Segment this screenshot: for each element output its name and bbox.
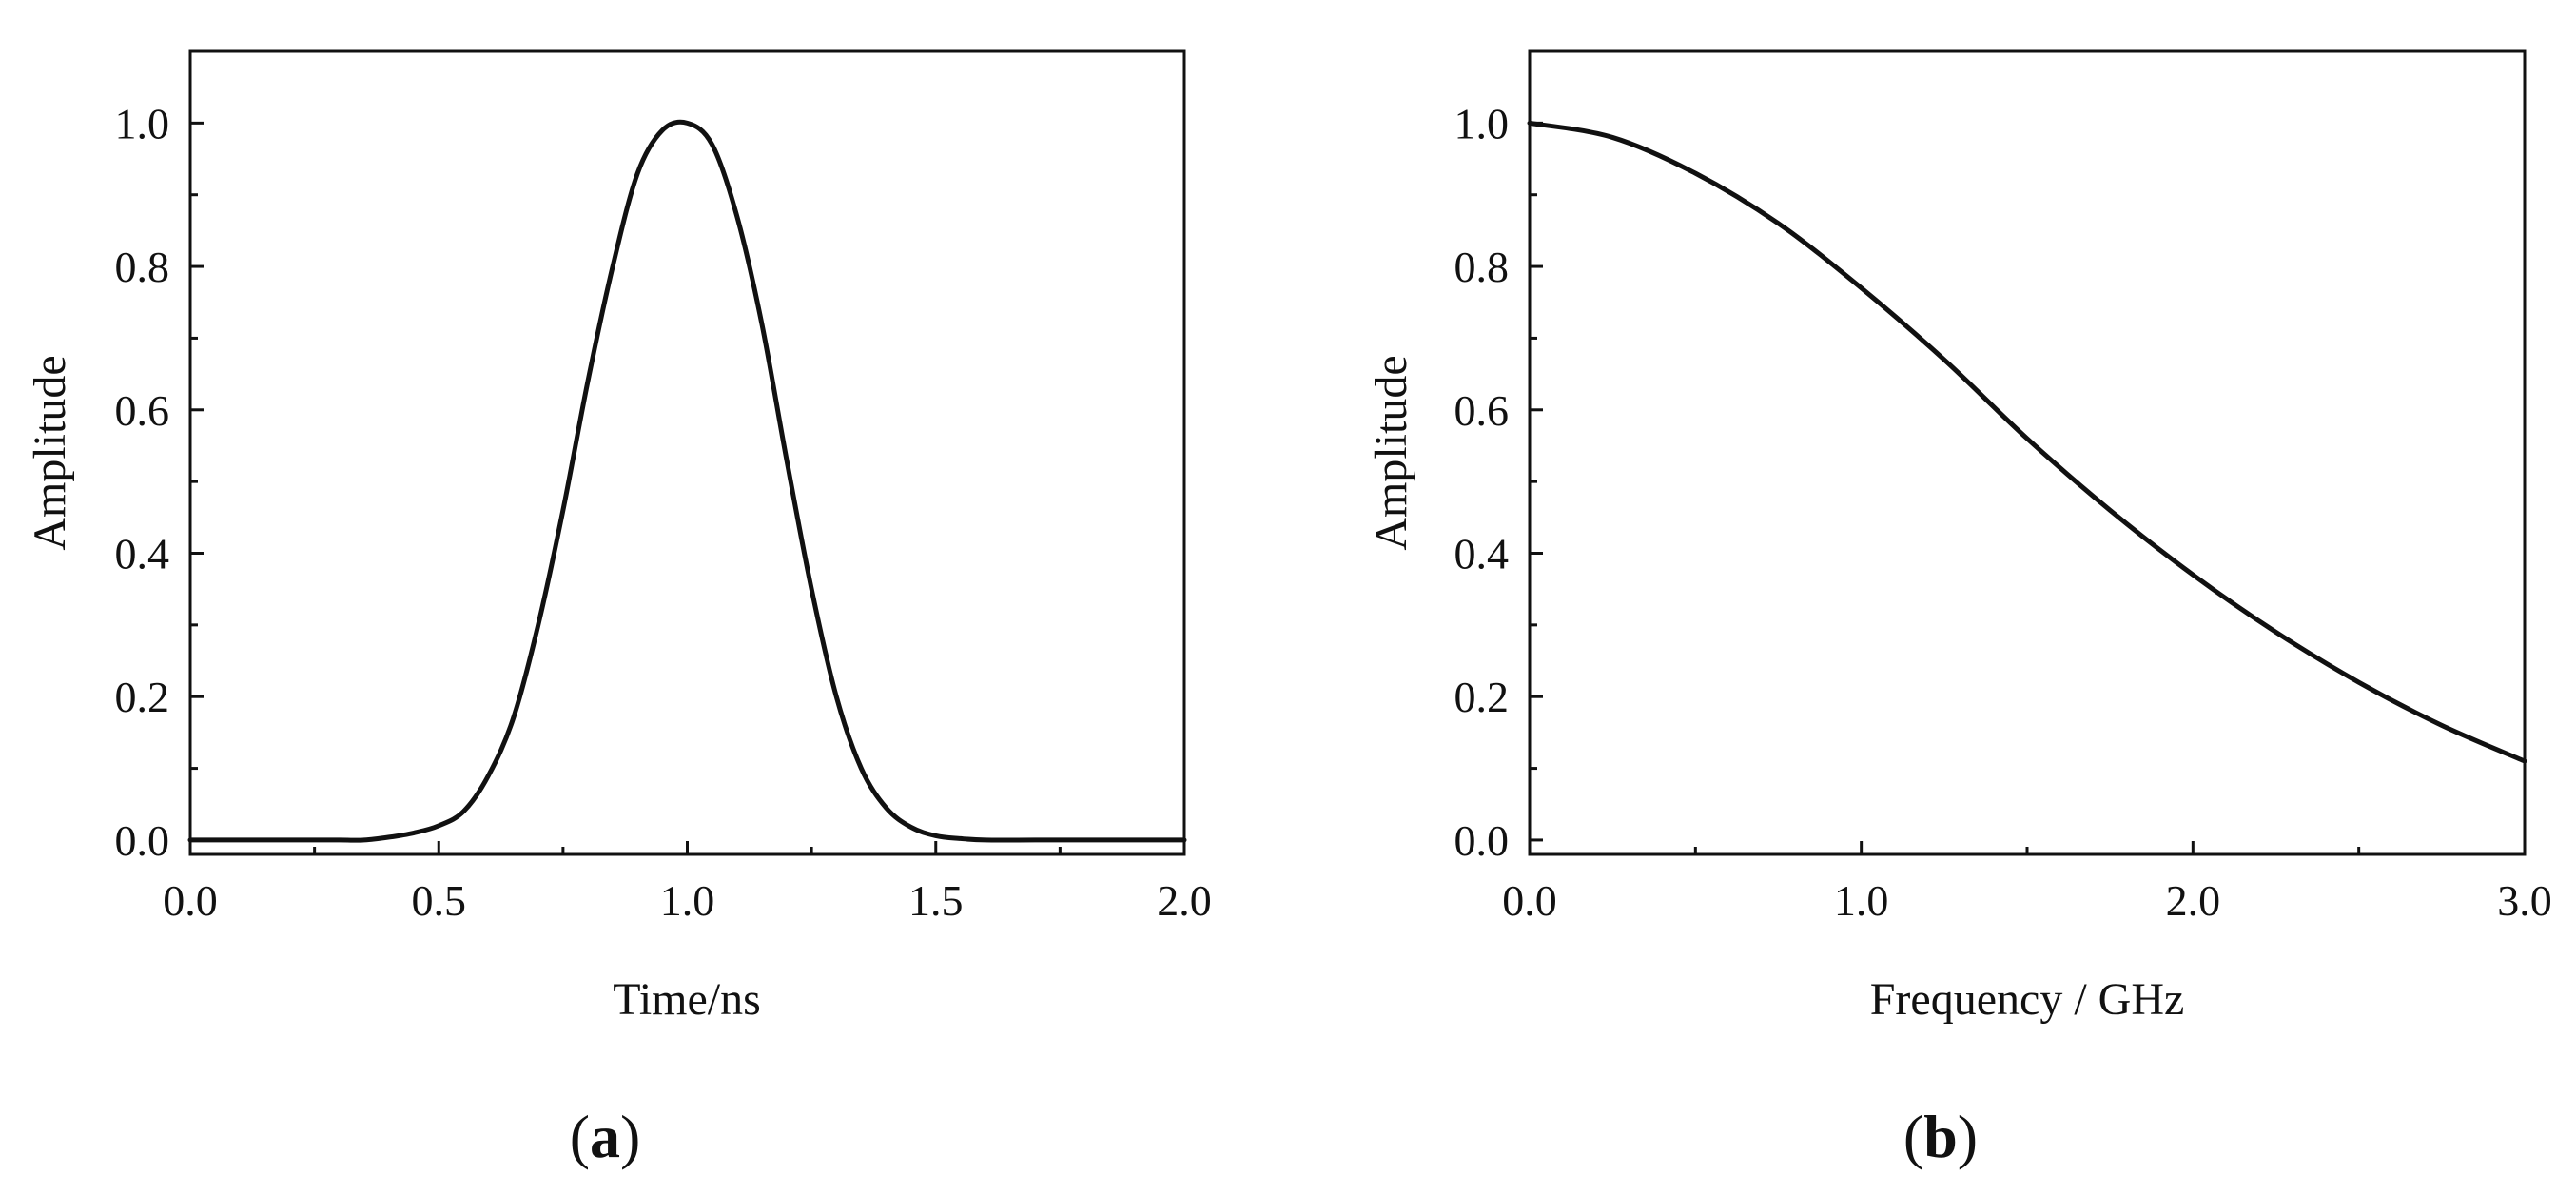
x-tick-label: 1.0 bbox=[660, 876, 715, 925]
y-tick-label: 0.2 bbox=[115, 673, 170, 721]
panel-a-y-axis-title: Amplitude bbox=[25, 355, 75, 550]
x-tick-label: 1.5 bbox=[908, 876, 964, 925]
panel-b-label-letter: b bbox=[1923, 1103, 1958, 1170]
y-tick-label: 0.8 bbox=[115, 243, 170, 291]
y-tick-label: 0.6 bbox=[1454, 386, 1510, 435]
y-tick-label: 0.4 bbox=[115, 530, 170, 578]
panel-a-series-line bbox=[187, 119, 1187, 843]
panel-a-chart: 0.0 0.5 1.0 1.5 2.0 0.0 0.2 0.4 0.6 0.8 1.0 Time/n… bbox=[25, 49, 1212, 1170]
panel-b-tick-labels: 0.0 1.0 2.0 3.0 0.0 0.2 0.4 0.6 0.8 1.0 bbox=[1454, 99, 2552, 925]
x-tick-label: 1.0 bbox=[1834, 876, 1889, 925]
y-tick-label: 0.4 bbox=[1454, 530, 1510, 578]
x-tick-label: 2.0 bbox=[1157, 876, 1212, 925]
panel-a-x-axis-title: Time/ns bbox=[613, 974, 761, 1025]
panel-b-x-axis-title: Frequency / GHz bbox=[1870, 974, 2185, 1025]
panel-a-tick-labels: 0.0 0.5 1.0 1.5 2.0 0.0 0.2 0.4 0.6 0.8 1.0 bbox=[115, 99, 1212, 925]
panel-b-y-axis-title: Amplitude bbox=[1366, 355, 1416, 550]
x-tick-label: 3.0 bbox=[2497, 876, 2552, 925]
x-tick-label: 0.0 bbox=[1502, 876, 1557, 925]
y-tick-label: 1.0 bbox=[115, 99, 170, 147]
y-tick-label: 0.6 bbox=[115, 386, 170, 435]
panel-b-plot-frame bbox=[1528, 49, 2527, 856]
y-tick-label: 0.0 bbox=[115, 816, 170, 865]
y-tick-label: 0.8 bbox=[1454, 243, 1510, 291]
y-tick-label: 0.0 bbox=[1454, 816, 1510, 865]
x-tick-label: 0.0 bbox=[163, 876, 218, 925]
x-tick-label: 2.0 bbox=[2166, 876, 2221, 925]
panel-a-plot-frame bbox=[188, 49, 1186, 856]
y-tick-label: 0.2 bbox=[1454, 673, 1510, 721]
x-tick-label: 0.5 bbox=[412, 876, 467, 925]
panel-a-axis-ticks bbox=[188, 121, 1186, 854]
panel-a-label-letter: a bbox=[590, 1103, 620, 1170]
panel-b-chart: 0.0 1.0 2.0 3.0 0.0 0.2 0.4 0.6 0.8 1.0 Frequency… bbox=[1366, 49, 2552, 1170]
panel-a-label: (a) bbox=[570, 1103, 641, 1170]
panel-b-series-line bbox=[1527, 120, 2527, 764]
panel-b-label: (b) bbox=[1903, 1103, 1978, 1170]
panel-b-axis-ticks bbox=[1528, 121, 2527, 854]
y-tick-label: 1.0 bbox=[1454, 99, 1510, 147]
